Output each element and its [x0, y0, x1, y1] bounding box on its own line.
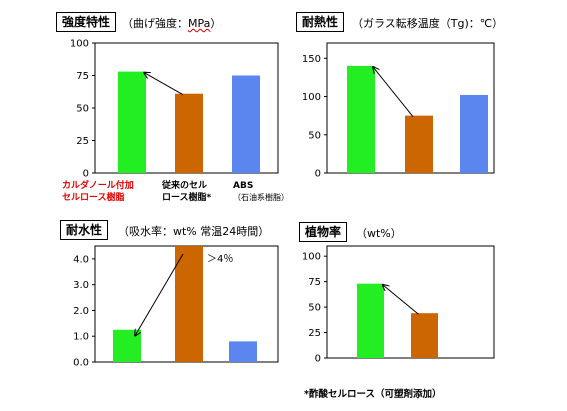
y-tick-label: 0 — [315, 354, 321, 365]
comparison-arrow — [383, 285, 419, 315]
y-tick-label: 150 — [302, 54, 321, 65]
category-label-abs-line2: （石油系樹脂） — [233, 193, 289, 202]
bar-2 — [232, 75, 260, 173]
strength-subtitle-close: ） — [210, 17, 222, 30]
bar-0 — [113, 329, 141, 362]
y-tick-label: 50 — [308, 130, 321, 141]
y-tick-label: 0 — [315, 169, 321, 180]
category-label-conventional-line1: 従来のセル — [162, 181, 208, 191]
bar-0 — [118, 71, 146, 173]
plot-area-frame — [326, 245, 495, 359]
plant-title: 植物率 — [299, 222, 348, 242]
category-label-cardanol-line2: セルロース樹脂 — [62, 193, 125, 203]
annotation-label: ＞4％ — [207, 254, 233, 265]
y-tick-label: 50 — [308, 303, 321, 314]
strength-subtitle: （曲げ強度：MPa） — [122, 15, 221, 31]
y-tick-label: 100 — [302, 92, 321, 103]
y-tick-label: 25 — [76, 136, 89, 147]
y-tick-label: 1.0 — [73, 332, 89, 343]
category-label-cardanol: カルダノール付加 セルロース樹脂 — [62, 180, 134, 204]
y-tick-label: 2.0 — [73, 306, 89, 317]
comparison-arrow — [373, 67, 414, 117]
y-tick-label: 100 — [70, 39, 89, 50]
y-tick-label: 25 — [308, 328, 321, 339]
strength-title: 強度特性 — [56, 12, 117, 32]
water-title: 耐水性 — [60, 220, 109, 240]
plant-subtitle: （wt%） — [356, 227, 402, 240]
y-tick-label: 50 — [76, 104, 89, 115]
bar-0 — [347, 65, 375, 173]
bar-1 — [175, 246, 203, 362]
heat-subtitle: （ガラス転移温度（Tg)：℃） — [352, 17, 504, 30]
footnote: *酢酸セルロース（可塑剤添加） — [304, 389, 442, 400]
bar-1 — [411, 313, 438, 358]
y-tick-label: 100 — [302, 252, 321, 263]
category-label-conventional: 従来のセル ロース樹脂* — [162, 180, 211, 204]
category-label-conventional-line2: ロース樹脂* — [162, 193, 212, 203]
y-tick-label: 0 — [83, 169, 89, 180]
bar-1 — [175, 93, 203, 173]
water-subtitle: （吸水率：wt% 常温24時間） — [118, 225, 270, 238]
bar-1 — [405, 115, 433, 173]
strength-subtitle-unit: MPa — [188, 17, 211, 30]
y-tick-label: 3.0 — [73, 280, 89, 291]
y-tick-label: 4.0 — [73, 254, 89, 265]
category-label-abs: ABS （石油系樹脂） — [233, 180, 289, 204]
heat-title: 耐熱性 — [296, 12, 345, 32]
bar-2 — [229, 341, 257, 362]
strength-subtitle-text: （曲げ強度： — [122, 17, 188, 30]
y-tick-label: 0.0 — [73, 358, 89, 369]
y-tick-label: 75 — [76, 71, 89, 82]
comparison-arrow — [135, 253, 184, 336]
category-label-cardanol-line1: カルダノール付加 — [62, 181, 134, 191]
comparison-arrow — [144, 73, 184, 96]
bar-0 — [357, 283, 384, 358]
y-tick-label: 75 — [308, 277, 321, 288]
category-label-abs-line1: ABS — [233, 181, 254, 191]
bar-2 — [460, 95, 488, 173]
